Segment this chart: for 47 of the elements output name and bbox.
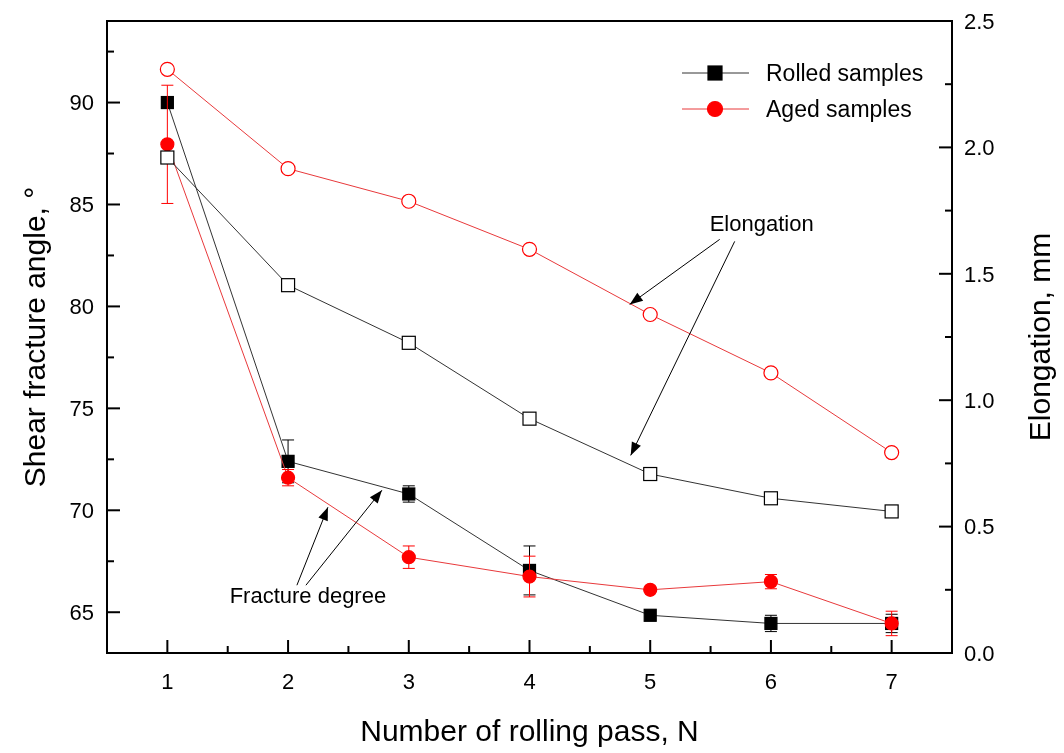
y2-tick-label: 1.0 <box>964 387 995 413</box>
y-tick-label: 65 <box>69 599 94 625</box>
annotation: Fracture degree <box>229 583 387 609</box>
x-tick-label: 1 <box>161 669 174 694</box>
point <box>643 608 657 622</box>
y-tick-label: 70 <box>69 497 94 523</box>
point <box>401 550 416 565</box>
point <box>642 306 658 323</box>
x-tick-label: 5 <box>644 669 657 694</box>
y-tick-label: 90 <box>69 90 94 116</box>
point <box>401 335 416 350</box>
legend-label: Rolled samples <box>766 60 924 87</box>
y-axis-title: Shear fracture angle, ° <box>18 186 51 488</box>
point <box>160 150 175 165</box>
y-tick-label: 85 <box>69 192 94 218</box>
y2-axis-title: Elongation, mm <box>1023 232 1056 442</box>
annotation: Elongation <box>709 211 814 237</box>
y-tick-label: 80 <box>69 294 94 320</box>
y-tick-label: 75 <box>69 396 94 422</box>
x-tick-label: 3 <box>402 669 415 694</box>
point <box>160 95 174 110</box>
x-tick-label: 2 <box>281 669 295 694</box>
point <box>643 466 658 482</box>
point <box>884 444 900 461</box>
point <box>401 193 417 209</box>
point <box>280 161 296 177</box>
point <box>763 365 779 381</box>
point <box>522 569 537 584</box>
x-tick-label: 6 <box>764 669 778 694</box>
point <box>160 137 175 152</box>
point <box>281 454 295 468</box>
point <box>280 278 296 293</box>
point <box>643 582 658 597</box>
y2-tick-label: 2.5 <box>964 8 995 34</box>
legend-label: Aged samples <box>766 96 912 123</box>
y2-tick-label: 0.0 <box>964 640 995 666</box>
y2-tick-label: 2.0 <box>964 135 995 161</box>
y2-tick-label: 0.5 <box>964 514 995 540</box>
point <box>521 241 538 257</box>
point <box>884 504 899 519</box>
x-tick-label: 4 <box>523 669 536 694</box>
y2-tick-label: 1.5 <box>964 261 995 287</box>
point <box>159 61 175 77</box>
x-axis-title: Number of rolling pass, N <box>360 714 699 747</box>
point <box>522 411 537 426</box>
point <box>763 491 779 506</box>
x-tick-label: 7 <box>885 669 898 694</box>
